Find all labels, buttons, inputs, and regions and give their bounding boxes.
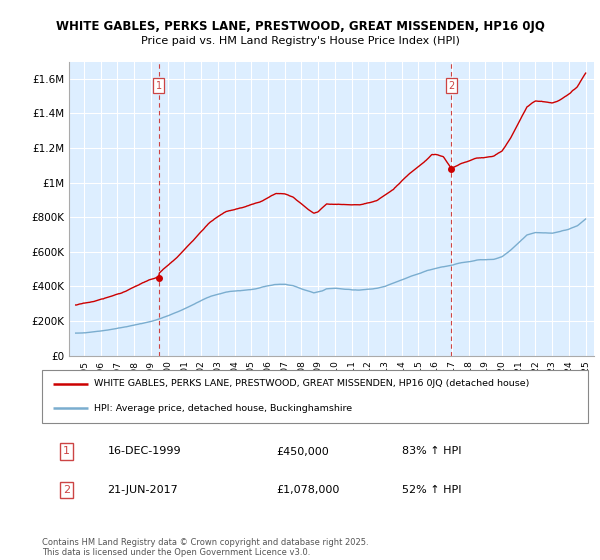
Text: Contains HM Land Registry data © Crown copyright and database right 2025.
This d: Contains HM Land Registry data © Crown c… [42, 538, 368, 557]
Text: £1,078,000: £1,078,000 [277, 484, 340, 494]
Text: 2: 2 [448, 81, 455, 91]
Text: WHITE GABLES, PERKS LANE, PRESTWOOD, GREAT MISSENDEN, HP16 0JQ (detached house): WHITE GABLES, PERKS LANE, PRESTWOOD, GRE… [94, 380, 529, 389]
Text: WHITE GABLES, PERKS LANE, PRESTWOOD, GREAT MISSENDEN, HP16 0JQ: WHITE GABLES, PERKS LANE, PRESTWOOD, GRE… [56, 20, 544, 32]
Text: 1: 1 [155, 81, 161, 91]
Text: HPI: Average price, detached house, Buckinghamshire: HPI: Average price, detached house, Buck… [94, 404, 352, 413]
Text: 52% ↑ HPI: 52% ↑ HPI [403, 484, 462, 494]
FancyBboxPatch shape [42, 370, 588, 423]
Text: Price paid vs. HM Land Registry's House Price Index (HPI): Price paid vs. HM Land Registry's House … [140, 36, 460, 46]
Text: 1: 1 [63, 446, 70, 456]
Text: 83% ↑ HPI: 83% ↑ HPI [403, 446, 462, 456]
Text: 16-DEC-1999: 16-DEC-1999 [107, 446, 181, 456]
Text: £450,000: £450,000 [277, 446, 329, 456]
Text: 21-JUN-2017: 21-JUN-2017 [107, 484, 178, 494]
Text: 2: 2 [63, 484, 70, 494]
